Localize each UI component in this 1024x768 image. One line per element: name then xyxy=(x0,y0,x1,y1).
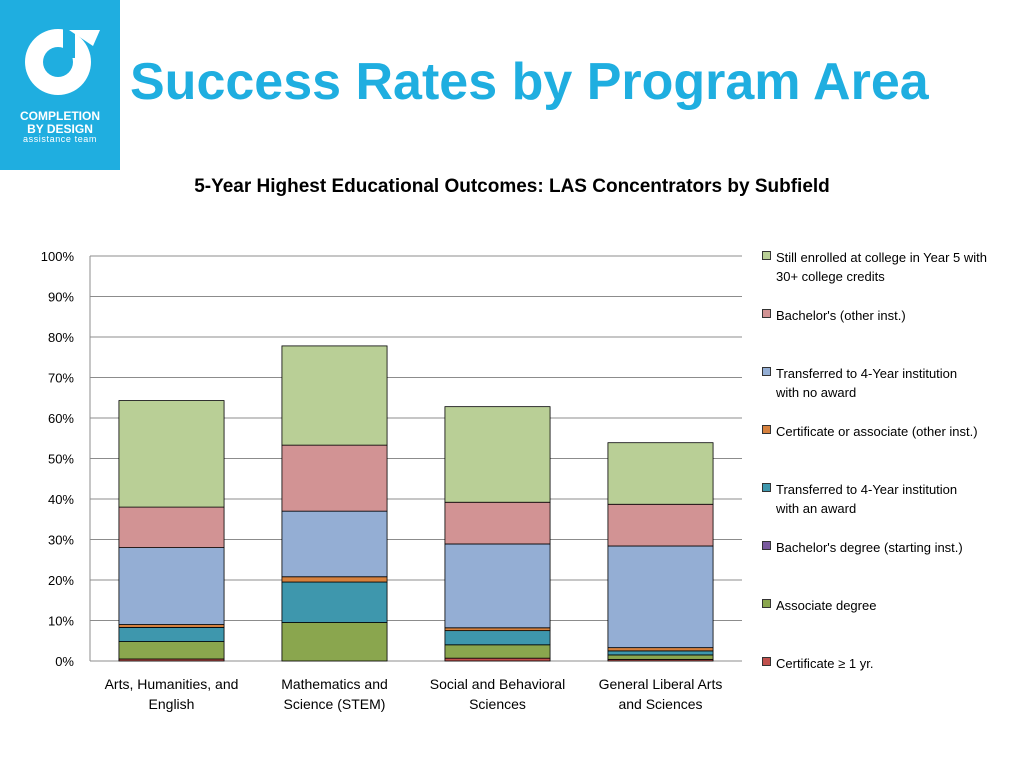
bar-segment xyxy=(444,644,551,659)
legend-swatch xyxy=(762,599,771,608)
bar-segment xyxy=(118,624,225,628)
x-tick-label: Arts, Humanities, and xyxy=(105,676,239,692)
legend-swatch xyxy=(762,425,771,434)
y-tick-label: 10% xyxy=(48,614,74,629)
x-tick-label: Science (STEM) xyxy=(284,696,386,712)
y-tick-label: 40% xyxy=(48,492,74,507)
bar-segment xyxy=(607,647,714,652)
legend-label: Transferred to 4-Year institution with an… xyxy=(776,482,958,516)
bar-segment xyxy=(118,547,225,625)
legend-swatch xyxy=(762,367,771,376)
legend-swatch xyxy=(762,251,771,260)
chart-title: 5-Year Highest Educational Outcomes: LAS… xyxy=(194,176,830,197)
x-tick-label: and Sciences xyxy=(618,696,702,712)
legend-label: Certificate or associate (other inst.) xyxy=(776,424,978,439)
legend-label: Bachelor's degree (starting inst.) xyxy=(776,540,963,555)
bar-segment xyxy=(607,442,714,505)
y-tick-label: 100% xyxy=(41,249,75,264)
legend-label: Associate degree xyxy=(776,598,877,613)
x-tick-label: English xyxy=(149,696,195,712)
legend-label: Bachelor's (other inst.) xyxy=(776,308,906,323)
page-title: Success Rates by Program Area xyxy=(130,53,929,111)
x-tick-label: Sciences xyxy=(469,696,526,712)
x-tick-label: Social and Behavioral xyxy=(430,676,565,692)
y-tick-label: 50% xyxy=(48,452,74,467)
x-tick-label: General Liberal Arts xyxy=(599,676,723,692)
y-tick-label: 60% xyxy=(48,411,74,426)
bar-segment xyxy=(607,545,714,649)
legend-label: Certificate ≥ 1 yr. xyxy=(776,656,874,671)
bar-segment xyxy=(444,627,551,632)
logo-mark-icon xyxy=(25,22,100,95)
logo-text-line3: assistance team xyxy=(22,134,98,144)
y-tick-label: 30% xyxy=(48,533,74,548)
legend-swatch xyxy=(762,541,771,550)
bar-segment xyxy=(281,581,388,623)
brand-logo: COMPLETION BY DESIGN assistance team xyxy=(0,0,120,170)
bar-segment xyxy=(281,345,388,446)
bar-segment xyxy=(444,630,551,646)
y-tick-label: 80% xyxy=(48,330,74,345)
y-tick-label: 70% xyxy=(48,371,74,386)
legend-swatch xyxy=(762,309,771,318)
legend-label: Still enrolled at college in Year 5 with… xyxy=(776,250,988,284)
bar-segment xyxy=(607,650,714,656)
bar-segment xyxy=(118,506,225,549)
bar-segment xyxy=(444,501,551,545)
x-tick-label: Mathematics and xyxy=(281,676,388,692)
bar-segment xyxy=(607,503,714,547)
bar-segment xyxy=(444,406,551,503)
bar-segment xyxy=(444,543,551,629)
y-tick-label: 0% xyxy=(55,654,74,669)
bar-segment xyxy=(281,444,388,512)
bar-segment xyxy=(281,510,388,578)
logo-text-line1: COMPLETION xyxy=(20,109,100,123)
y-tick-label: 20% xyxy=(48,573,74,588)
bar-segment xyxy=(444,657,551,662)
legend-swatch xyxy=(762,657,771,666)
bar-segment xyxy=(118,626,225,642)
logo-text-line2: BY DESIGN xyxy=(27,122,93,136)
legend-swatch xyxy=(762,483,771,492)
bar-segment xyxy=(118,400,225,508)
bar-segment xyxy=(118,641,225,660)
legend-label: Transferred to 4-Year institution with no… xyxy=(776,366,958,400)
bar-segment xyxy=(607,654,714,660)
y-tick-label: 90% xyxy=(48,290,74,305)
bar-segment xyxy=(281,576,388,583)
bar-segment xyxy=(281,622,388,662)
